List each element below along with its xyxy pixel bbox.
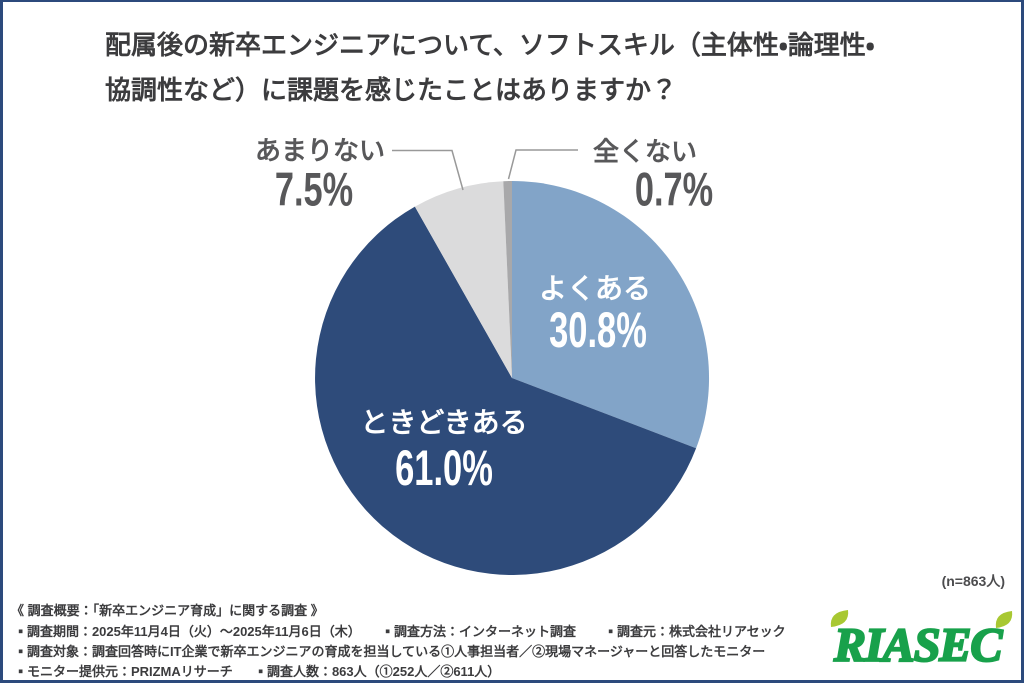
svg-text:RIASEC: RIASEC — [833, 619, 1003, 672]
